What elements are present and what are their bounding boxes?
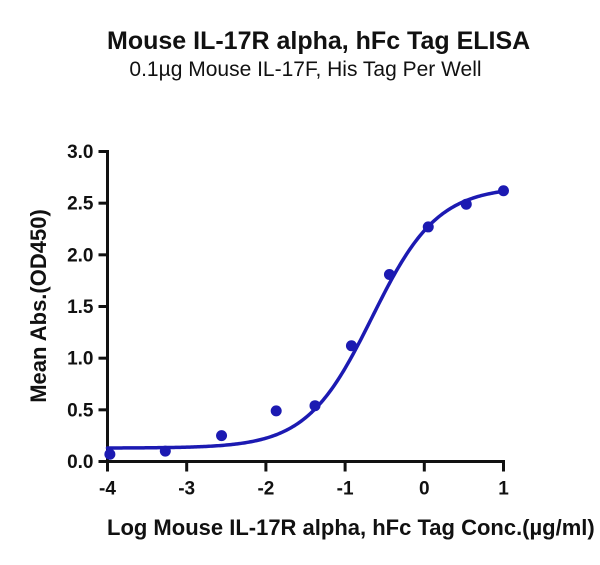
data-point — [216, 430, 228, 442]
x-tick-label: 0 — [419, 479, 430, 500]
x-tick-label: -2 — [257, 479, 274, 500]
chart-title: Mouse IL-17R alpha, hFc Tag ELISA — [107, 27, 531, 55]
chart-subtitle: 0.1µg Mouse IL-17F, His Tag Per Well — [129, 58, 482, 81]
data-point — [104, 448, 116, 460]
data-point — [159, 445, 171, 457]
y-tick-label: 0.5 — [67, 400, 94, 421]
fit-curve — [105, 189, 506, 450]
data-point — [309, 400, 321, 412]
x-tick-label: -4 — [99, 479, 116, 500]
y-tick-label: 0.0 — [67, 452, 93, 473]
data-point — [345, 340, 357, 352]
y-tick-label: 3.0 — [67, 142, 93, 163]
data-point — [422, 221, 434, 233]
y-tick-label: 1.5 — [67, 297, 94, 318]
x-tick-label: -3 — [178, 479, 195, 500]
data-point — [270, 405, 282, 417]
data-point — [498, 185, 509, 197]
data-point — [383, 268, 395, 280]
data-point — [460, 198, 472, 210]
y-tick-label: 2.5 — [67, 194, 94, 215]
x-tick-label: -1 — [337, 479, 354, 500]
y-tick-label: 2.0 — [67, 245, 93, 266]
x-tick-label: 1 — [498, 479, 509, 500]
y-tick-label: 1.0 — [67, 349, 93, 370]
